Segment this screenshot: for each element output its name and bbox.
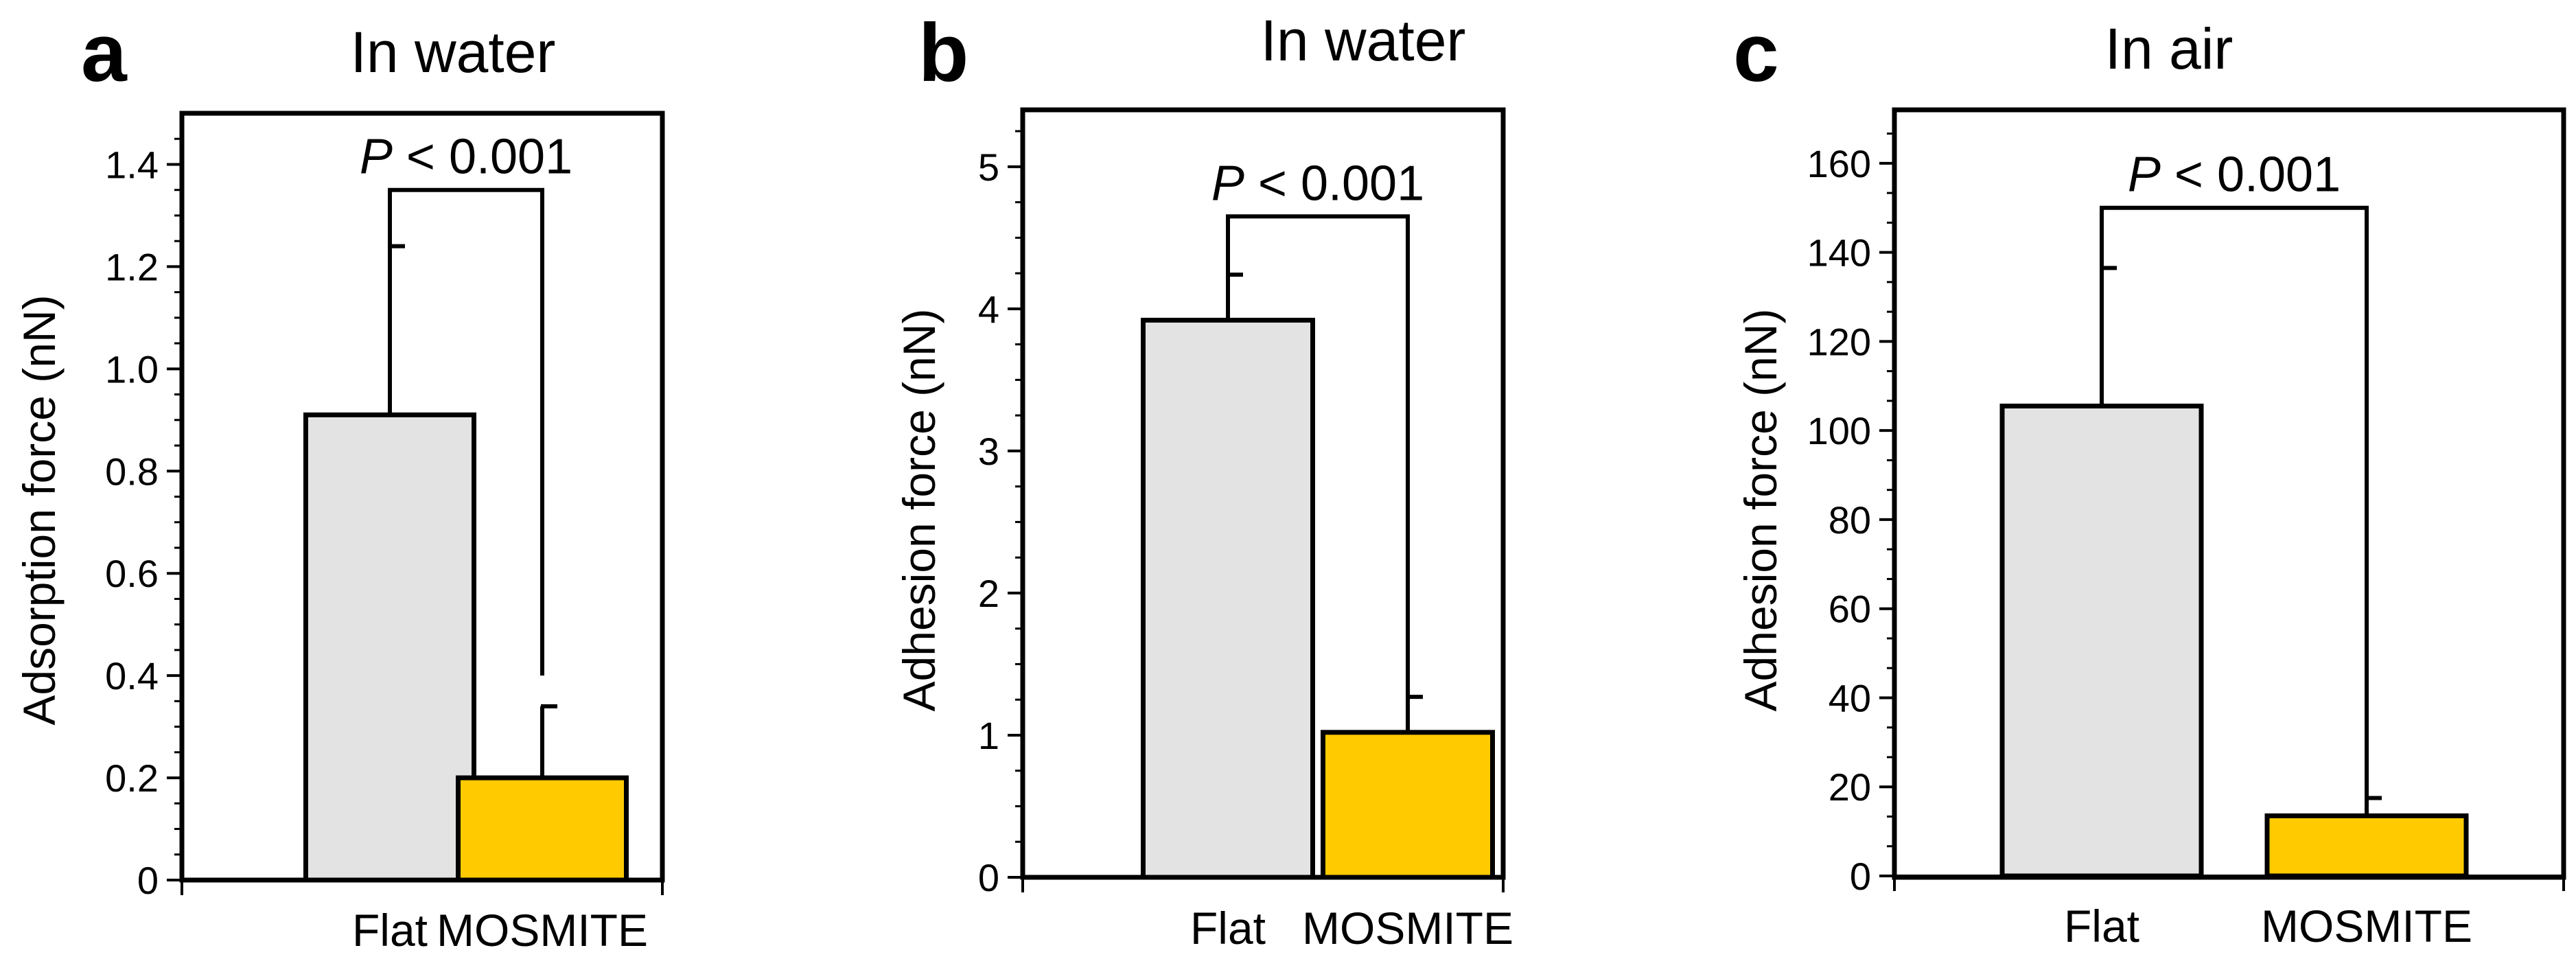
panel-c-y-axis: 0 20 40 60 80 100 120 140 160 — [1807, 132, 1894, 898]
y-tick-label: 1.2 — [105, 245, 159, 288]
panel-b-x-axis — [1021, 876, 1505, 892]
panel-c-plot-frame — [1892, 107, 2566, 880]
panel-a: a In water Adsorption force (nN) 0 0.2 0.4… — [14, 7, 665, 956]
category-label-flat: Flat — [1190, 903, 1266, 954]
y-tick-label: 160 — [1807, 142, 1871, 185]
panel-c-p-value: < 0.001 — [2161, 148, 2341, 203]
panel-c-x-axis — [1893, 875, 2565, 891]
panel-a-bars — [303, 412, 629, 883]
panel-a-ylabel: Adsorption force (nN) — [14, 294, 65, 725]
y-tick-label: 140 — [1807, 231, 1871, 275]
y-tick-label: 20 — [1829, 765, 1871, 809]
panel-b-p-symbol: P — [1211, 156, 1244, 211]
y-tick-label: 0 — [137, 859, 159, 902]
panel-a-y-axis: 0 0.2 0.4 0.6 0.8 1.0 1.2 1.4 — [105, 137, 182, 902]
y-tick-label: 4 — [978, 288, 999, 331]
y-tick-label: 120 — [1807, 320, 1871, 363]
bar-flat — [303, 412, 476, 883]
category-label-flat: Flat — [352, 905, 428, 956]
panel-b: b In water Adhesion force (nN) 0 1 2 3 4 5 P … — [894, 7, 1513, 954]
panel-b-y-axis: 0 1 2 3 4 5 — [978, 130, 1023, 899]
y-tick-label: 100 — [1807, 409, 1871, 452]
category-label-mosmite: MOSMITE — [1302, 903, 1513, 954]
panel-a-x-axis — [181, 879, 664, 895]
panel-b-significance: P < 0.001 — [1211, 156, 1424, 697]
panel-b-significance-label: P < 0.001 — [1211, 156, 1424, 211]
y-tick-label: 1 — [978, 714, 999, 757]
panel-c-letter: c — [1733, 7, 1779, 99]
y-tick-label: 0.6 — [105, 552, 159, 595]
panel-c-p-symbol: P — [2128, 148, 2161, 203]
panel-c-significance-bracket — [2100, 205, 2369, 798]
y-tick-label: 2 — [978, 572, 999, 615]
y-tick-label: 0.8 — [105, 450, 159, 493]
y-tick-label: 5 — [978, 146, 999, 189]
panel-c-title: In air — [2105, 16, 2233, 81]
bar-flat — [1141, 317, 1315, 880]
y-tick-label: 60 — [1829, 588, 1871, 631]
bar-flat — [1999, 403, 2204, 879]
panel-a-p-symbol: P — [360, 130, 393, 185]
panel-a-significance-bracket — [388, 187, 544, 676]
panel-c-significance: P < 0.001 — [2100, 148, 2369, 798]
panel-a-title: In water — [351, 20, 556, 84]
panel-c-category-labels: Flat MOSMITE — [2064, 901, 2472, 951]
panel-b-p-value: < 0.001 — [1244, 156, 1424, 211]
y-tick-label: 1.4 — [105, 143, 159, 186]
panel-a-letter: a — [81, 7, 128, 99]
y-tick-label: 40 — [1829, 676, 1871, 719]
panel-b-ylabel: Adhesion force (nN) — [894, 309, 944, 712]
y-tick-label: 80 — [1829, 498, 1871, 542]
y-tick-label: 0 — [978, 856, 999, 899]
panel-b-bars — [1141, 317, 1495, 880]
category-label-mosmite: MOSMITE — [2261, 901, 2472, 951]
category-label-mosmite: MOSMITE — [437, 905, 648, 956]
panel-b-letter: b — [918, 7, 968, 99]
panel-a-significance-label: P < 0.001 — [360, 130, 572, 185]
bar-mosmite — [2264, 813, 2469, 879]
panel-b-title: In water — [1261, 8, 1466, 73]
y-tick-label: 0 — [1850, 855, 1871, 898]
bar-mosmite — [1321, 730, 1495, 880]
panel-c: c In air Adhesion force (nN) 0 20 40 60 80 10… — [1733, 7, 2566, 951]
y-tick-label: 0.2 — [105, 756, 159, 800]
y-tick-label: 3 — [978, 430, 999, 473]
y-tick-label: 1.0 — [105, 347, 159, 391]
panel-b-category-labels: Flat MOSMITE — [1190, 903, 1513, 954]
panel-a-category-labels: Flat MOSMITE — [352, 905, 648, 956]
bar-mosmite — [456, 775, 629, 883]
panel-a-p-value: < 0.001 — [393, 130, 572, 185]
panel-c-ylabel: Adhesion force (nN) — [1735, 309, 1786, 712]
panel-b-significance-bracket — [1226, 214, 1410, 697]
category-label-flat: Flat — [2064, 901, 2139, 951]
y-tick-label: 0.4 — [105, 654, 159, 697]
panel-c-bars — [1999, 403, 2469, 879]
panel-a-significance: P < 0.001 — [360, 130, 572, 676]
panel-c-significance-label: P < 0.001 — [2128, 148, 2341, 203]
